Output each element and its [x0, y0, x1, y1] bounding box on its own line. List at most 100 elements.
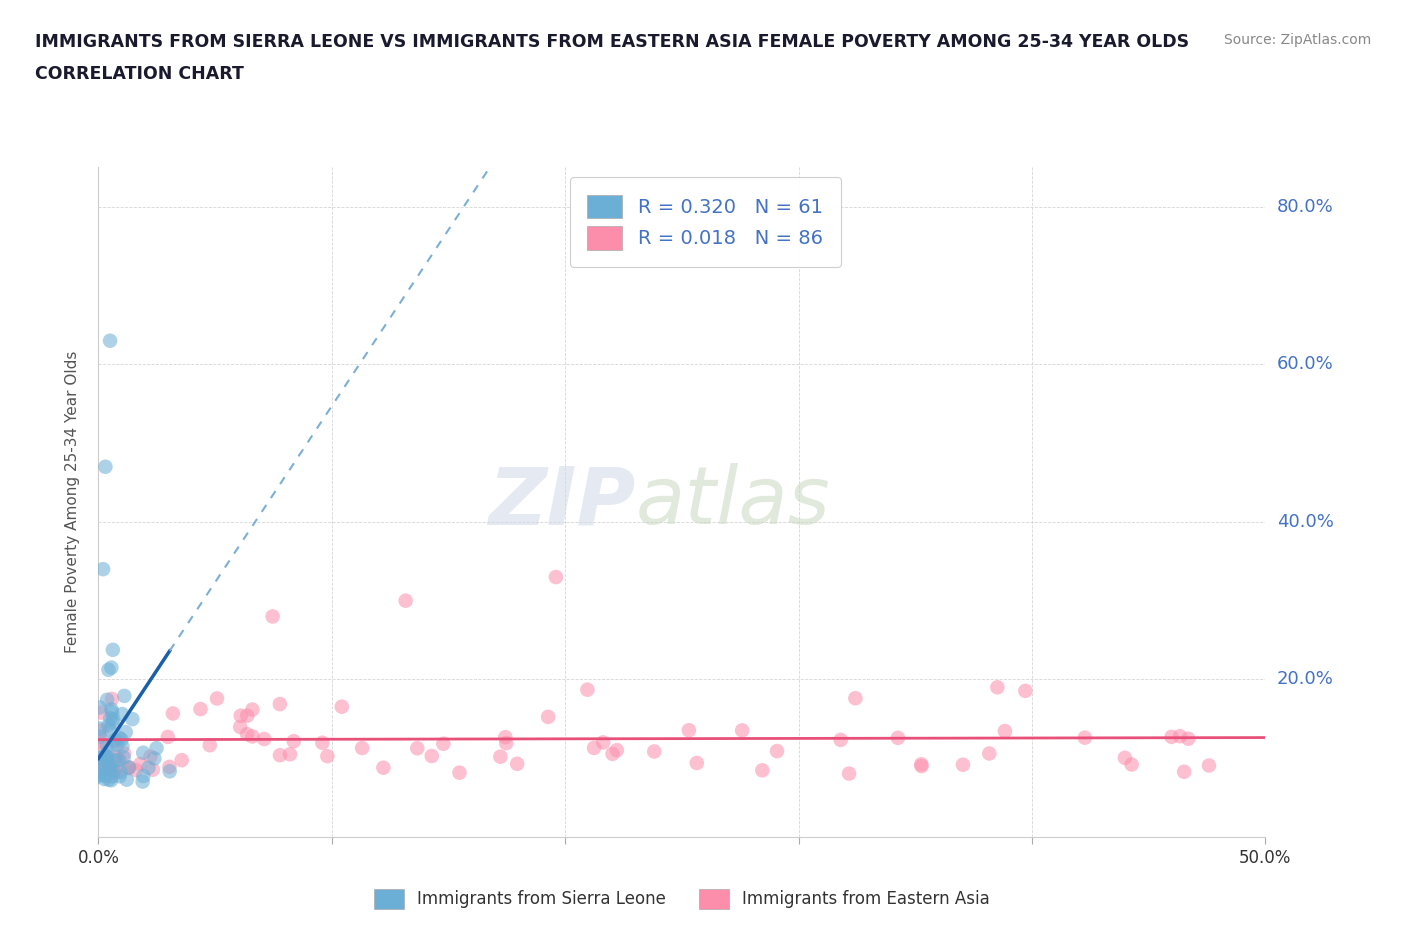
Point	[236, 709, 259, 724]
Point	[90, 751, 112, 765]
Point	[90, 760, 112, 775]
Point	[269, 748, 291, 763]
Point	[100, 773, 122, 788]
Point	[108, 769, 131, 784]
Point	[98, 333, 121, 348]
Point	[108, 730, 131, 745]
Point	[96, 738, 118, 753]
Point	[90, 735, 112, 750]
Point	[98, 724, 121, 738]
Point	[316, 749, 339, 764]
Text: 20.0%: 20.0%	[1277, 671, 1334, 688]
Y-axis label: Female Poverty Among 25-34 Year Olds: Female Poverty Among 25-34 Year Olds	[65, 351, 80, 654]
Point	[101, 769, 124, 784]
Point	[103, 711, 125, 726]
Point	[117, 761, 139, 776]
Point	[159, 764, 181, 778]
Point	[887, 730, 910, 745]
Text: ZIP: ZIP	[488, 463, 636, 541]
Point	[145, 740, 167, 755]
Point	[125, 763, 148, 777]
Point	[830, 733, 852, 748]
Point	[420, 749, 443, 764]
Point	[91, 737, 114, 752]
Point	[1121, 757, 1143, 772]
Point	[104, 764, 127, 779]
Point	[93, 750, 115, 764]
Point	[93, 758, 115, 773]
Point	[170, 752, 193, 767]
Point	[242, 702, 264, 717]
Point	[103, 732, 125, 747]
Point	[91, 562, 114, 577]
Point	[766, 744, 789, 759]
Point	[100, 702, 122, 717]
Point	[110, 732, 132, 747]
Legend: Immigrants from Sierra Leone, Immigrants from Eastern Asia: Immigrants from Sierra Leone, Immigrants…	[367, 882, 997, 916]
Point	[686, 755, 709, 770]
Point	[544, 569, 567, 584]
Point	[242, 729, 264, 744]
Point	[159, 760, 181, 775]
Point	[111, 707, 134, 722]
Point	[89, 729, 111, 744]
Point	[89, 764, 111, 779]
Point	[97, 718, 120, 733]
Point	[118, 760, 141, 775]
Point	[751, 763, 773, 777]
Point	[262, 609, 284, 624]
Point	[96, 749, 118, 764]
Point	[156, 729, 179, 744]
Point	[432, 737, 454, 751]
Point	[583, 740, 606, 755]
Point	[107, 752, 129, 767]
Point	[104, 762, 127, 777]
Point	[103, 764, 125, 779]
Point	[190, 701, 212, 716]
Point	[108, 752, 131, 767]
Point	[1114, 751, 1136, 765]
Point	[138, 761, 160, 776]
Point	[406, 741, 429, 756]
Point	[105, 737, 128, 752]
Point	[838, 766, 860, 781]
Point	[110, 764, 132, 779]
Point	[112, 746, 135, 761]
Point	[118, 760, 141, 775]
Point	[97, 744, 120, 759]
Point	[112, 688, 135, 703]
Point	[330, 699, 353, 714]
Point	[495, 736, 517, 751]
Point	[112, 750, 135, 764]
Point	[269, 697, 291, 711]
Point	[373, 761, 395, 776]
Point	[236, 726, 259, 741]
Point	[100, 762, 122, 777]
Point	[91, 758, 114, 773]
Point	[395, 593, 418, 608]
Text: IMMIGRANTS FROM SIERRA LEONE VS IMMIGRANTS FROM EASTERN ASIA FEMALE POVERTY AMON: IMMIGRANTS FROM SIERRA LEONE VS IMMIGRAN…	[35, 33, 1189, 50]
Point	[139, 750, 162, 764]
Point	[844, 691, 866, 706]
Point	[94, 749, 117, 764]
Point	[910, 757, 932, 772]
Point	[1160, 729, 1182, 744]
Point	[100, 660, 122, 675]
Point	[101, 643, 124, 658]
Point	[89, 721, 111, 736]
Point	[1074, 730, 1097, 745]
Text: 60.0%: 60.0%	[1277, 355, 1334, 373]
Point	[143, 751, 166, 766]
Point	[205, 691, 228, 706]
Text: Source: ZipAtlas.com: Source: ZipAtlas.com	[1223, 33, 1371, 46]
Point	[162, 706, 184, 721]
Point	[979, 746, 1001, 761]
Point	[731, 723, 754, 737]
Point	[449, 765, 471, 780]
Point	[98, 711, 121, 725]
Point	[494, 730, 516, 745]
Point	[114, 724, 136, 739]
Point	[131, 774, 153, 789]
Point	[90, 705, 112, 720]
Point	[104, 750, 127, 764]
